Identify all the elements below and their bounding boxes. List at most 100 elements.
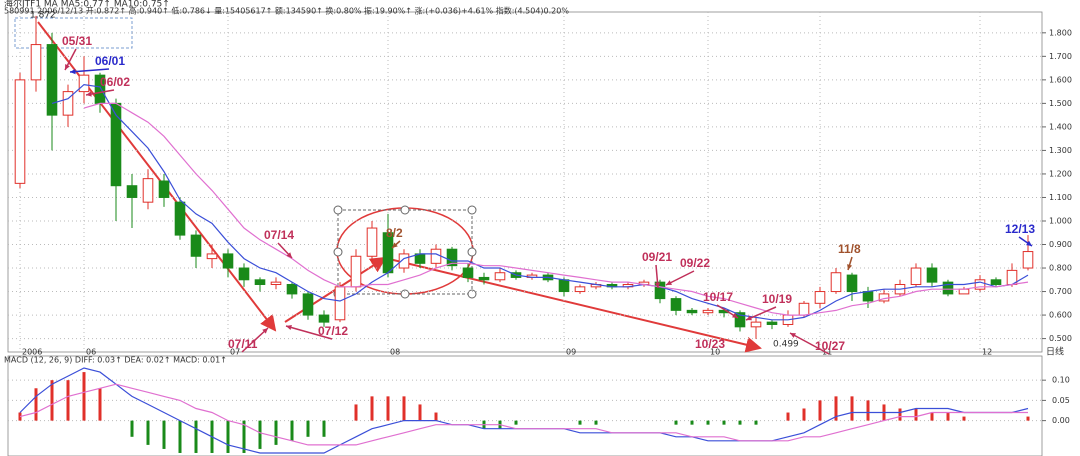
- candle-body: [734, 312, 746, 328]
- macd-bar: [802, 408, 806, 421]
- x-tick-label: 2006: [22, 348, 42, 357]
- price-panel: [7, 11, 1043, 353]
- candle-body: [750, 321, 762, 328]
- annotation-arrow: [789, 332, 830, 355]
- annotation-arrowhead: [654, 282, 661, 288]
- annotation-arrowhead: [847, 264, 853, 270]
- annotation: 06/02: [100, 75, 130, 89]
- macd-bar: [578, 420, 582, 425]
- candle-body: [766, 321, 778, 325]
- annotation: 10/19: [762, 292, 792, 306]
- candle-body: [222, 253, 234, 269]
- annotation: 07/11: [228, 337, 258, 351]
- macd-bar: [354, 404, 358, 421]
- candle-body: [974, 279, 986, 290]
- candle-body: [78, 74, 90, 93]
- high-label: 1.872: [30, 11, 56, 21]
- header-subtitle: 580991 2006/12/13 开:0.872↑ 高:0.940↑ 低:0.…: [4, 6, 569, 16]
- macd-bar: [290, 420, 294, 441]
- candle-body: [558, 279, 570, 293]
- candle-body: [430, 248, 442, 264]
- candle-body: [478, 276, 490, 281]
- candle-body: [814, 291, 826, 304]
- y-tick-label: 0.900: [1049, 240, 1072, 249]
- candle-body: [654, 281, 666, 300]
- annotation-arrow: [285, 325, 333, 340]
- macd-bar: [82, 372, 86, 421]
- y-tick-label: 0.700: [1049, 287, 1072, 296]
- y-tick-label: 1.200: [1049, 169, 1072, 178]
- header-title: 海尔JTF1 MA MA5:0.77↑ MA10:0.75↑: [4, 0, 170, 10]
- x-tick-label: 08: [390, 348, 400, 357]
- candle-body: [206, 253, 218, 260]
- annotation-arrow: [745, 306, 777, 321]
- candle-body: [142, 178, 154, 203]
- macd-bar: [866, 400, 870, 421]
- macd-bar: [322, 420, 326, 437]
- candle-body: [62, 91, 74, 116]
- macd-bar: [258, 420, 262, 449]
- macd-bar: [434, 412, 438, 421]
- trend-line: [384, 257, 762, 353]
- candle-body: [318, 314, 330, 323]
- annotation: 09/22: [680, 256, 710, 270]
- y-tick-label: 1.800: [1049, 28, 1072, 37]
- annotation-arrowhead: [262, 328, 268, 334]
- annotation: 11/8: [838, 242, 861, 256]
- candle-body: [446, 248, 458, 267]
- candle-body: [798, 302, 810, 316]
- candle-body: [462, 267, 474, 278]
- annotation-arrowhead: [65, 64, 70, 70]
- annotation: 12/13: [1005, 222, 1035, 236]
- candle-body: [334, 286, 346, 321]
- candle-body: [126, 185, 138, 198]
- annotation-arrowhead: [666, 280, 672, 285]
- candle-body: [846, 274, 858, 293]
- macd-bar: [818, 400, 822, 421]
- candle-body: [942, 281, 954, 295]
- macd-line: [19, 383, 1028, 446]
- ma-line: [83, 102, 1029, 316]
- annotation-arrowhead: [790, 333, 796, 338]
- candle-body: [494, 272, 506, 281]
- y-tick-label: 1.500: [1049, 99, 1072, 108]
- candle-body: [926, 267, 938, 283]
- annotation: 10/23: [695, 337, 725, 351]
- candle-body: [158, 180, 170, 198]
- candle-body: [670, 298, 682, 311]
- candle-body: [302, 293, 314, 316]
- macd-bar: [194, 420, 198, 453]
- macd-bar: [146, 420, 150, 445]
- annotation-arrow: [241, 327, 269, 353]
- macd-bar: [834, 396, 838, 421]
- macd-panel: [7, 355, 1043, 456]
- macd-bar: [226, 420, 230, 453]
- candle-body: [46, 44, 58, 116]
- macd-bar: [274, 420, 278, 445]
- y-tick-label: 1.700: [1049, 52, 1072, 61]
- candle-body: [190, 234, 202, 257]
- candle-body: [350, 255, 362, 288]
- annotation-arrowhead: [286, 324, 292, 330]
- annotation: 09/21: [642, 250, 672, 264]
- candle-body: [270, 281, 282, 285]
- macd-bar: [786, 412, 790, 421]
- macd-bar: [306, 420, 310, 437]
- annotation: 10/17: [703, 290, 733, 304]
- annotation-arrowhead: [86, 91, 92, 97]
- y-tick-label: 0.05: [1052, 396, 1070, 405]
- annotation: 8/2: [386, 226, 403, 240]
- macd-bar: [98, 388, 102, 421]
- x-tick-label: 09: [566, 348, 576, 357]
- macd-bar: [66, 380, 70, 421]
- x-tick-label: 06: [86, 348, 96, 357]
- macd-bar: [738, 420, 742, 425]
- macd-bar: [722, 420, 726, 425]
- y-tick-label: 0.600: [1049, 311, 1072, 320]
- candle-body: [398, 253, 410, 269]
- y-tick-label: 1.600: [1049, 75, 1072, 84]
- macd-bar: [850, 396, 854, 421]
- macd-bar: [946, 412, 950, 421]
- macd-bar: [402, 396, 406, 421]
